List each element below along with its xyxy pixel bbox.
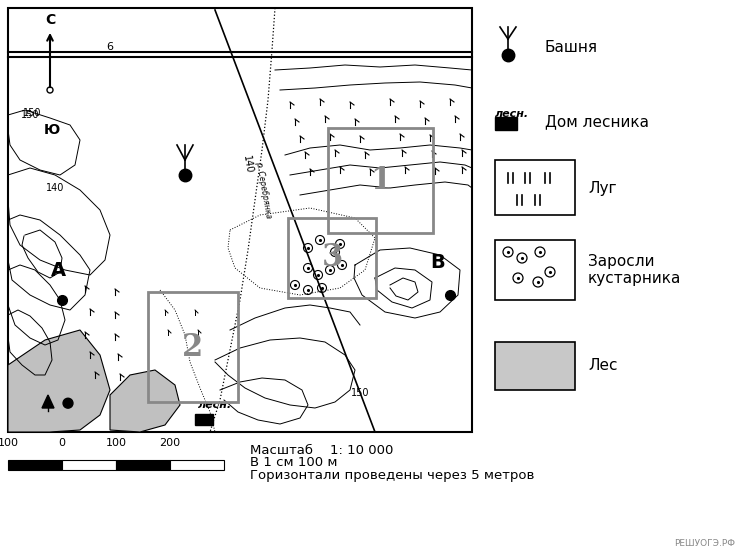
Text: А: А — [50, 261, 66, 280]
Text: 1: 1 — [370, 165, 391, 196]
Text: лесн.: лесн. — [495, 109, 529, 119]
Bar — [495, 240, 575, 300]
Text: Масштаб    1: 10 000: Масштаб 1: 10 000 — [250, 444, 393, 456]
Bar — [328, 128, 433, 233]
Circle shape — [63, 398, 73, 408]
Polygon shape — [512, 357, 524, 371]
Text: 150: 150 — [21, 110, 39, 120]
Bar — [148, 292, 238, 402]
Text: Луг: Луг — [588, 180, 616, 195]
Text: 200: 200 — [160, 438, 181, 448]
Text: лесн.: лесн. — [198, 400, 232, 410]
Circle shape — [544, 360, 556, 372]
Text: 150: 150 — [351, 388, 369, 398]
Bar — [195, 414, 213, 425]
Text: Дом лесника: Дом лесника — [545, 114, 649, 129]
Text: 0: 0 — [58, 438, 65, 448]
Bar — [495, 342, 575, 390]
Text: РЕШУОГЭ.РФ: РЕШУОГЭ.РФ — [674, 539, 735, 548]
Text: 100: 100 — [106, 438, 127, 448]
Bar — [62, 460, 116, 470]
Text: Башня: Башня — [545, 40, 598, 55]
Text: В: В — [431, 253, 446, 272]
Text: р. Серебрянка: р. Серебрянка — [254, 161, 273, 219]
Text: 140: 140 — [241, 155, 255, 175]
Text: С: С — [45, 13, 55, 27]
Text: Лес: Лес — [588, 358, 617, 373]
Polygon shape — [8, 330, 110, 432]
Bar — [170, 460, 224, 470]
Bar — [8, 460, 62, 470]
Text: В 1 см 100 м: В 1 см 100 м — [250, 455, 338, 469]
Polygon shape — [110, 370, 180, 432]
Text: Ю: Ю — [44, 123, 60, 137]
Text: Горизонтали проведены через 5 метров: Горизонтали проведены через 5 метров — [250, 469, 534, 482]
Text: Заросли
кустарника: Заросли кустарника — [588, 254, 682, 286]
Bar — [116, 460, 170, 470]
Polygon shape — [42, 395, 54, 408]
Bar — [495, 160, 575, 215]
Text: 100: 100 — [0, 438, 19, 448]
Text: 6: 6 — [106, 42, 114, 52]
Text: 3: 3 — [321, 243, 343, 273]
Text: 140: 140 — [46, 183, 64, 193]
Text: 2: 2 — [182, 331, 204, 363]
Text: 150: 150 — [22, 108, 41, 118]
Bar — [288, 218, 376, 298]
Bar — [8, 8, 472, 432]
Bar — [495, 117, 517, 130]
